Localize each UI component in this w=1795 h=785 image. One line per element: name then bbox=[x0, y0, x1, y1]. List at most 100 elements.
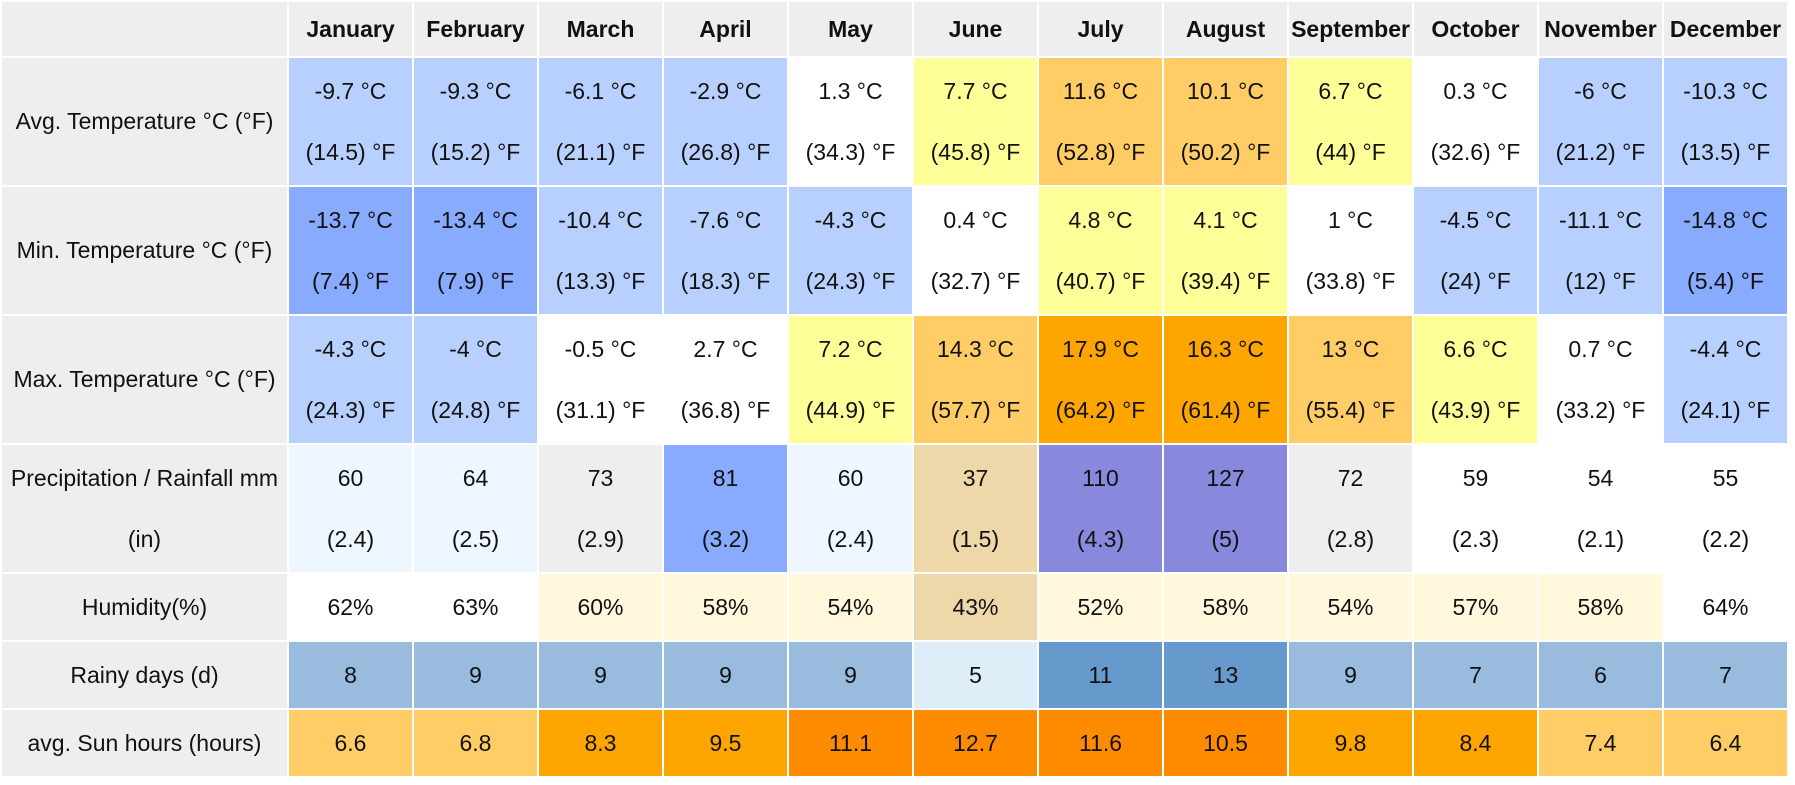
cell-secondary-value: (26.8) °F bbox=[680, 138, 771, 165]
cell-primary-value: -6 °C bbox=[1574, 77, 1627, 104]
corner-cell bbox=[2, 2, 287, 56]
cell-secondary-value: (12) °F bbox=[1565, 267, 1636, 294]
cell-primary-value: 60 bbox=[337, 464, 364, 491]
cell-secondary-value: (24.1) °F bbox=[1680, 396, 1771, 423]
data-cell: 55 (2.2) bbox=[1664, 445, 1787, 572]
table-row: Precipitation / Rainfall mm (in) 60 (2.4) 6… bbox=[2, 445, 1787, 572]
data-cell: 64% bbox=[1664, 574, 1787, 640]
cell-secondary-value: (33.2) °F bbox=[1555, 396, 1646, 423]
cell-primary-value: 2.7 °C bbox=[693, 335, 758, 362]
data-cell: 17.9 °C (64.2) °F bbox=[1039, 316, 1162, 443]
cell-secondary-value: (61.4) °F bbox=[1180, 396, 1271, 423]
cell-secondary-value: (7.9) °F bbox=[437, 267, 514, 294]
cell-primary-value: 1 °C bbox=[1328, 206, 1373, 233]
table-body: Avg. Temperature °C (°F) -9.7 °C (14.5) °F… bbox=[2, 58, 1787, 776]
cell-secondary-value: (2.5) bbox=[451, 525, 500, 552]
cell-primary-value: -9.7 °C bbox=[314, 77, 387, 104]
data-cell: 62% bbox=[289, 574, 412, 640]
cell-primary-value: -7.6 °C bbox=[689, 206, 762, 233]
month-header: April bbox=[664, 2, 787, 56]
data-cell: 8 bbox=[289, 642, 412, 708]
data-cell: -9.3 °C (15.2) °F bbox=[414, 58, 537, 185]
month-header: December bbox=[1664, 2, 1787, 56]
row-label: Max. Temperature °C (°F) bbox=[2, 316, 287, 443]
data-cell: 81 (3.2) bbox=[664, 445, 787, 572]
cell-primary-value: 11.6 °C bbox=[1062, 77, 1139, 104]
data-cell: 0.3 °C (32.6) °F bbox=[1414, 58, 1537, 185]
cell-secondary-value: (31.1) °F bbox=[555, 396, 646, 423]
cell-primary-value: -2.9 °C bbox=[689, 77, 762, 104]
cell-secondary-value: (4.3) bbox=[1076, 525, 1125, 552]
row-label: Humidity(%) bbox=[2, 574, 287, 640]
table-row: Min. Temperature °C (°F) -13.7 °C (7.4) °F… bbox=[2, 187, 1787, 314]
cell-primary-value: 81 bbox=[712, 464, 739, 491]
header-row: January February March April May June July Augu… bbox=[2, 2, 1787, 56]
data-cell: 7 bbox=[1664, 642, 1787, 708]
data-cell: 12.7 bbox=[914, 710, 1037, 776]
data-cell: 11.1 bbox=[789, 710, 912, 776]
cell-primary-value: -10.4 °C bbox=[558, 206, 643, 233]
data-cell: 9.5 bbox=[664, 710, 787, 776]
cell-secondary-value: (15.2) °F bbox=[430, 138, 521, 165]
data-cell: 10.5 bbox=[1164, 710, 1287, 776]
month-header: August bbox=[1164, 2, 1287, 56]
cell-secondary-value: (40.7) °F bbox=[1055, 267, 1146, 294]
table-row: Humidity(%) 62% 63% 60% 58% 54% 43% 52% 58% 54% 57… bbox=[2, 574, 1787, 640]
cell-primary-value: -6.1 °C bbox=[564, 77, 637, 104]
cell-secondary-value: (43.9) °F bbox=[1430, 396, 1521, 423]
cell-secondary-value: (2.4) bbox=[326, 525, 375, 552]
data-cell: 54 (2.1) bbox=[1539, 445, 1662, 572]
data-cell: 110 (4.3) bbox=[1039, 445, 1162, 572]
cell-secondary-value: (24.3) °F bbox=[805, 267, 896, 294]
data-cell: 9 bbox=[539, 642, 662, 708]
row-label: Avg. Temperature °C (°F) bbox=[2, 58, 287, 185]
cell-primary-value: 0.4 °C bbox=[943, 206, 1008, 233]
data-cell: 8.3 bbox=[539, 710, 662, 776]
cell-secondary-value: (3.2) bbox=[701, 525, 750, 552]
cell-secondary-value: (32.6) °F bbox=[1430, 138, 1521, 165]
data-cell: 127 (5) bbox=[1164, 445, 1287, 572]
data-cell: 16.3 °C (61.4) °F bbox=[1164, 316, 1287, 443]
cell-primary-value: 4.1 °C bbox=[1193, 206, 1258, 233]
cell-secondary-value: (57.7) °F bbox=[930, 396, 1021, 423]
cell-primary-value: 0.3 °C bbox=[1443, 77, 1508, 104]
row-label: Min. Temperature °C (°F) bbox=[2, 187, 287, 314]
data-cell: -10.3 °C (13.5) °F bbox=[1664, 58, 1787, 185]
cell-primary-value: -10.3 °C bbox=[1683, 77, 1768, 104]
cell-primary-value: 16.3 °C bbox=[1187, 335, 1264, 362]
month-header: March bbox=[539, 2, 662, 56]
cell-primary-value: -11.1 °C bbox=[1559, 206, 1642, 233]
data-cell: 13 bbox=[1164, 642, 1287, 708]
data-cell: 73 (2.9) bbox=[539, 445, 662, 572]
data-cell: -14.8 °C (5.4) °F bbox=[1664, 187, 1787, 314]
data-cell: -9.7 °C (14.5) °F bbox=[289, 58, 412, 185]
cell-primary-value: 59 bbox=[1462, 464, 1489, 491]
cell-secondary-value: (52.8) °F bbox=[1055, 138, 1146, 165]
table-row: avg. Sun hours (hours) 6.6 6.8 8.3 9.5 11.1 12… bbox=[2, 710, 1787, 776]
cell-secondary-value: (13.3) °F bbox=[555, 267, 646, 294]
cell-secondary-value: (33.8) °F bbox=[1305, 267, 1396, 294]
data-cell: 58% bbox=[664, 574, 787, 640]
table-row: Avg. Temperature °C (°F) -9.7 °C (14.5) °F… bbox=[2, 58, 1787, 185]
month-header: May bbox=[789, 2, 912, 56]
cell-primary-value: -4.4 °C bbox=[1689, 335, 1762, 362]
data-cell: 9 bbox=[1289, 642, 1412, 708]
data-cell: 1.3 °C (34.3) °F bbox=[789, 58, 912, 185]
cell-secondary-value: (21.2) °F bbox=[1555, 138, 1646, 165]
cell-secondary-value: (24) °F bbox=[1440, 267, 1511, 294]
cell-secondary-value: (14.5) °F bbox=[305, 138, 396, 165]
cell-primary-value: 54 bbox=[1587, 464, 1614, 491]
cell-primary-value: -4.3 °C bbox=[314, 335, 387, 362]
cell-primary-value: 1.3 °C bbox=[818, 77, 883, 104]
cell-primary-value: 10.1 °C bbox=[1187, 77, 1264, 104]
cell-secondary-value: (7.4) °F bbox=[312, 267, 389, 294]
cell-secondary-value: (2.1) bbox=[1576, 525, 1625, 552]
data-cell: 10.1 °C (50.2) °F bbox=[1164, 58, 1287, 185]
data-cell: 60 (2.4) bbox=[289, 445, 412, 572]
data-cell: 8.4 bbox=[1414, 710, 1537, 776]
cell-primary-value: 127 bbox=[1206, 464, 1245, 491]
row-label: avg. Sun hours (hours) bbox=[2, 710, 287, 776]
month-header: November bbox=[1539, 2, 1662, 56]
cell-secondary-value: (18.3) °F bbox=[680, 267, 771, 294]
cell-primary-value: 110 bbox=[1082, 464, 1119, 491]
